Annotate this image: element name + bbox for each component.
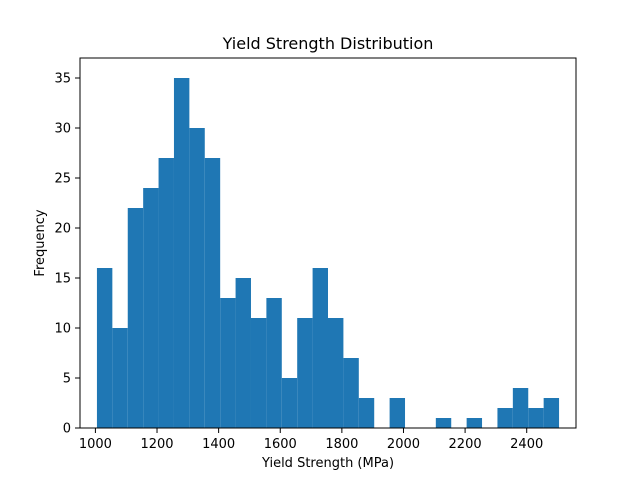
x-tick-label: 1600	[264, 437, 297, 452]
y-tick-label: 35	[54, 72, 71, 87]
histogram-bar	[358, 398, 375, 428]
x-tick-label: 1200	[140, 437, 173, 452]
y-tick-label: 10	[54, 322, 71, 337]
y-tick-label: 15	[54, 272, 71, 287]
histogram-bar	[112, 328, 128, 428]
histogram-bar	[158, 158, 174, 428]
x-tick-label: 2200	[449, 437, 482, 452]
x-axis-ticks: 1000 1200 1400 1600 1800 2000 2200 2400	[79, 428, 543, 452]
x-tick-label: 2400	[510, 437, 543, 452]
y-tick-label: 20	[54, 222, 71, 237]
histogram-bar	[328, 318, 344, 428]
y-tick-label: 30	[54, 122, 71, 137]
x-axis-label: Yield Strength (MPa)	[261, 456, 394, 471]
y-axis-ticks: 0 5 10 15 20 25 30 35	[54, 72, 80, 437]
histogram-bar	[543, 398, 560, 428]
histogram-bar	[220, 298, 236, 428]
histogram-bar	[127, 208, 144, 428]
histogram-bar	[528, 408, 544, 428]
histogram-bar	[435, 418, 452, 428]
x-tick-label: 1400	[202, 437, 235, 452]
histogram-bar	[235, 278, 251, 428]
histogram-bar	[250, 318, 267, 428]
histogram-bar	[173, 78, 190, 428]
histogram-bar	[497, 408, 513, 428]
histogram-bar	[281, 378, 298, 428]
histogram-bar	[512, 388, 529, 428]
histogram-bar	[266, 298, 282, 428]
histogram-bar	[204, 158, 221, 428]
histogram-bar	[143, 188, 159, 428]
histogram-bar	[96, 268, 113, 428]
x-tick-label: 1800	[325, 437, 358, 452]
histogram-bar	[297, 318, 313, 428]
plot-frame	[79, 57, 577, 429]
histogram-bar	[389, 398, 406, 428]
y-axis-label: Frequency	[33, 209, 48, 276]
histogram-bar	[189, 128, 205, 428]
histogram-bar	[343, 358, 359, 428]
x-tick-label: 2000	[387, 437, 420, 452]
x-tick-label: 1000	[79, 437, 112, 452]
y-tick-label: 25	[54, 172, 71, 187]
y-tick-label: 5	[63, 372, 71, 387]
histogram-bar	[466, 418, 483, 428]
y-tick-label: 0	[63, 422, 71, 437]
histogram-bar	[312, 268, 328, 428]
chart-title: Yield Strength Distribution	[222, 34, 434, 53]
histogram-bars	[96, 78, 560, 428]
